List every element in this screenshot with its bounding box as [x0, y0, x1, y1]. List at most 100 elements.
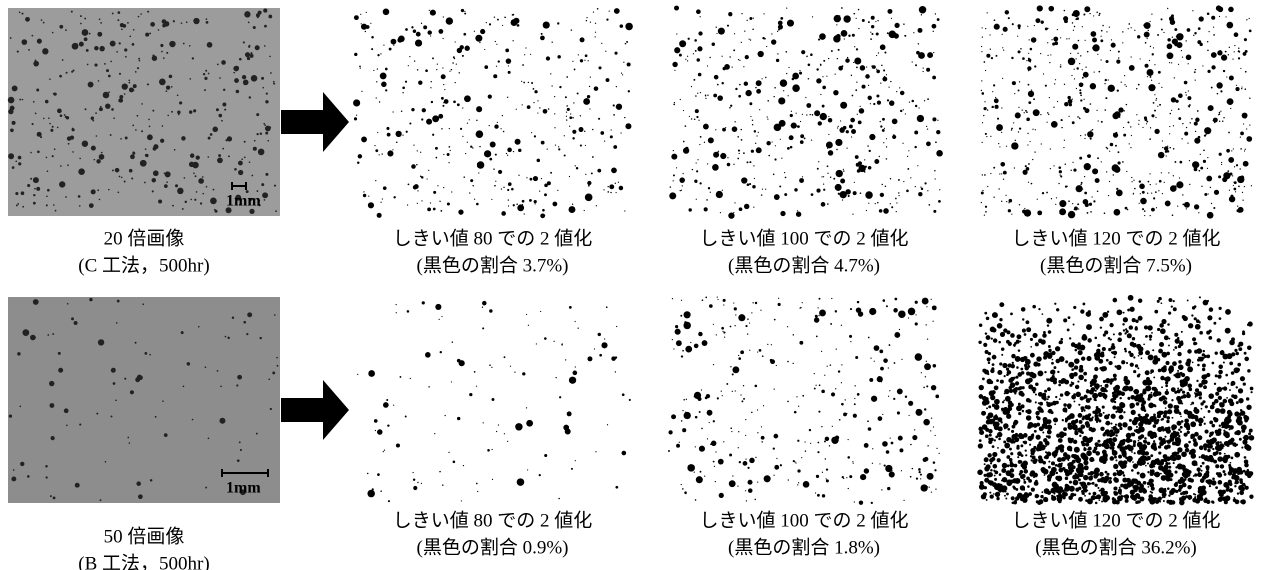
black-pixel — [869, 150, 871, 152]
black-pixel — [685, 346, 692, 353]
black-pixel — [1184, 409, 1189, 414]
black-pixel — [413, 478, 415, 480]
black-pixel — [856, 81, 857, 82]
black-pixel — [566, 119, 567, 120]
black-pixel — [1127, 457, 1131, 461]
pore — [119, 176, 121, 178]
black-pixel — [524, 213, 525, 214]
black-pixel — [1035, 394, 1037, 396]
black-pixel — [544, 337, 547, 340]
black-pixel — [681, 300, 682, 301]
black-pixel — [1125, 499, 1129, 503]
pore — [255, 45, 260, 50]
pore — [244, 141, 246, 143]
black-pixel — [771, 33, 772, 34]
black-pixel — [1146, 123, 1147, 124]
black-pixel — [1041, 491, 1043, 493]
black-pixel — [777, 31, 778, 32]
black-pixel — [1237, 363, 1241, 367]
pore — [264, 25, 267, 28]
black-pixel — [933, 31, 934, 32]
black-pixel — [598, 118, 600, 120]
black-pixel — [879, 350, 883, 354]
black-pixel — [887, 99, 889, 101]
pore — [223, 89, 225, 91]
black-pixel — [1246, 136, 1252, 142]
black-pixel — [1065, 360, 1068, 363]
black-pixel — [1169, 371, 1172, 374]
black-pixel — [610, 135, 613, 138]
black-pixel — [1098, 120, 1099, 121]
black-pixel — [1094, 447, 1098, 451]
black-pixel — [1126, 86, 1127, 87]
black-pixel — [1243, 52, 1247, 56]
black-pixel — [1149, 335, 1153, 339]
black-pixel — [669, 192, 676, 199]
black-pixel — [1134, 452, 1136, 454]
black-pixel — [1079, 420, 1083, 424]
black-pixel — [1103, 412, 1105, 414]
black-pixel — [1054, 456, 1056, 458]
black-pixel — [1023, 488, 1025, 490]
pore — [34, 188, 36, 190]
black-pixel — [1011, 354, 1015, 358]
black-pixel — [977, 470, 983, 476]
pore — [273, 81, 275, 83]
black-pixel — [570, 113, 571, 114]
black-pixel — [743, 398, 745, 400]
black-pixel — [713, 94, 717, 98]
black-pixel — [544, 454, 547, 457]
binarized-caption: しきい値 80 での 2 値化 — [393, 509, 593, 531]
black-pixel — [1018, 349, 1021, 352]
black-pixel — [754, 178, 755, 179]
pore — [189, 78, 191, 80]
black-pixel — [493, 74, 497, 78]
black-pixel — [480, 29, 485, 34]
black-pixel — [443, 154, 444, 155]
black-pixel — [1022, 318, 1024, 320]
black-pixel — [992, 445, 995, 448]
black-pixel — [1172, 37, 1173, 38]
black-pixel — [993, 84, 995, 86]
black-pixel — [722, 331, 723, 332]
black-pixel — [1158, 83, 1159, 84]
black-pixel — [479, 146, 480, 147]
pore — [152, 110, 154, 112]
black-pixel — [1074, 447, 1080, 453]
black-pixel — [1219, 492, 1224, 497]
black-pixel — [891, 442, 894, 445]
black-pixel — [1023, 481, 1026, 484]
black-pixel — [1093, 374, 1098, 379]
black-pixel — [1130, 363, 1134, 367]
black-pixel — [1018, 433, 1022, 437]
black-pixel — [1047, 396, 1050, 399]
black-pixel — [1142, 208, 1144, 210]
black-pixel — [789, 135, 794, 140]
black-pixel — [1207, 212, 1214, 219]
black-pixel — [411, 26, 413, 28]
black-pixel — [1104, 476, 1109, 481]
black-pixel — [436, 157, 438, 159]
black-pixel — [537, 100, 538, 101]
black-pixel — [989, 34, 990, 35]
black-pixel — [1138, 124, 1139, 125]
black-pixel — [443, 16, 444, 17]
black-pixel — [598, 66, 601, 69]
black-pixel — [1000, 162, 1005, 167]
pore — [145, 33, 149, 37]
black-pixel — [1011, 128, 1013, 130]
black-pixel — [754, 499, 756, 501]
black-pixel — [531, 132, 532, 133]
black-pixel — [1057, 29, 1058, 30]
black-pixel — [1048, 6, 1054, 12]
black-pixel — [1213, 460, 1217, 464]
black-pixel — [1179, 497, 1181, 499]
pore — [20, 462, 24, 466]
pore — [169, 41, 175, 47]
black-pixel — [1140, 497, 1145, 502]
black-pixel — [1102, 25, 1104, 27]
black-pixel — [720, 212, 721, 213]
black-pixel — [1200, 490, 1205, 495]
black-pixel — [887, 487, 890, 490]
black-pixel — [1011, 57, 1013, 59]
